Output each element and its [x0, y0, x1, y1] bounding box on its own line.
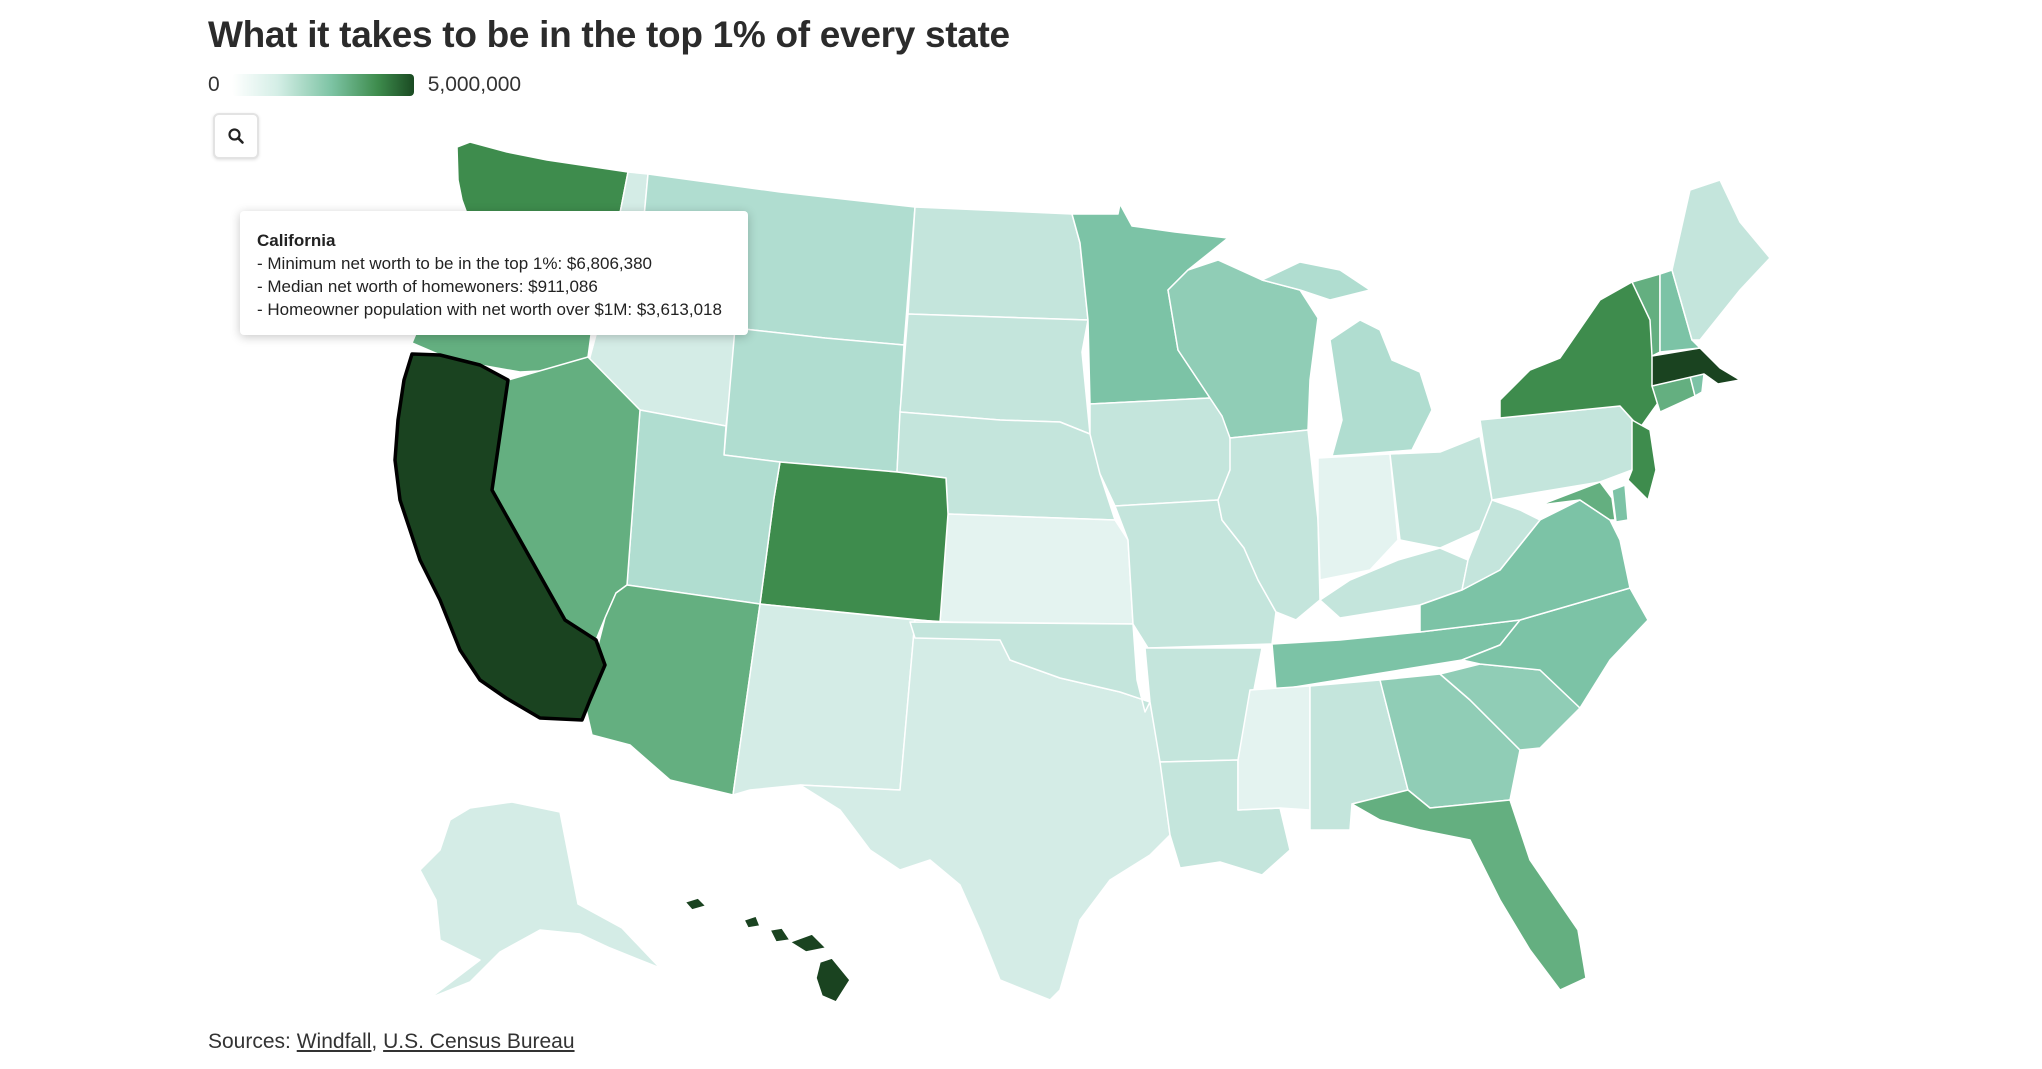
sources-prefix: Sources: — [208, 1030, 291, 1053]
sources-separator: , — [371, 1030, 378, 1053]
state-colorado[interactable] — [759, 461, 949, 623]
state-new-hampshire[interactable] — [1659, 269, 1701, 353]
state-maine[interactable] — [1671, 179, 1771, 341]
legend-min-label: 0 — [208, 73, 220, 96]
tooltip-state-name: California — [257, 231, 336, 250]
state-new-york[interactable] — [1499, 281, 1661, 429]
state-west-virginia[interactable] — [1461, 499, 1541, 591]
state-vermont[interactable] — [1631, 273, 1661, 357]
state-north-carolina[interactable] — [1461, 587, 1649, 709]
state-florida[interactable] — [1351, 789, 1587, 991]
state-california[interactable] — [393, 352, 607, 722]
state-alaska[interactable] — [419, 801, 661, 999]
chart-title: What it takes to be in the top 1% of eve… — [208, 14, 1010, 55]
state-illinois[interactable] — [1217, 429, 1321, 621]
tooltip-line-min-net-worth: - Minimum net worth to be in the top 1%:… — [257, 254, 653, 273]
state-pennsylvania[interactable] — [1479, 405, 1641, 501]
state-new-jersey[interactable] — [1627, 419, 1657, 501]
color-legend: 0 5,000,000 — [208, 72, 521, 98]
state-michigan[interactable] — [1261, 261, 1433, 457]
legend-max-label: 5,000,000 — [427, 73, 522, 96]
state-indiana[interactable] — [1317, 453, 1399, 581]
state-arizona[interactable] — [583, 584, 761, 796]
tooltip-line-median-net-worth: - Median net worth of homewoners: $911,0… — [257, 277, 598, 296]
source-link-census[interactable]: U.S. Census Bureau — [383, 1030, 575, 1053]
search-icon — [228, 128, 244, 144]
state-new-mexico[interactable] — [732, 603, 916, 796]
source-link-windfall[interactable]: Windfall — [296, 1030, 372, 1053]
state-delaware[interactable] — [1611, 484, 1629, 523]
state-oklahoma[interactable] — [909, 621, 1151, 713]
state-mississippi[interactable] — [1237, 685, 1311, 811]
zoom-search-button[interactable] — [213, 113, 259, 159]
state-iowa[interactable] — [1089, 397, 1241, 507]
legend-gradient-bar — [231, 74, 414, 96]
state-tooltip: California - Minimum net worth to be in … — [240, 211, 748, 335]
state-massachusetts[interactable] — [1651, 347, 1741, 387]
sources-footer: Sources: Windfall, U.S. Census Bureau — [208, 1030, 575, 1054]
state-hawaii[interactable] — [684, 897, 851, 1003]
state-kansas[interactable] — [939, 513, 1134, 625]
state-wyoming[interactable] — [723, 327, 905, 473]
state-ohio[interactable] — [1389, 435, 1493, 549]
state-north-dakota[interactable] — [907, 206, 1089, 321]
tooltip-line-homeowner-population: - Homeowner population with net worth ov… — [257, 300, 722, 319]
